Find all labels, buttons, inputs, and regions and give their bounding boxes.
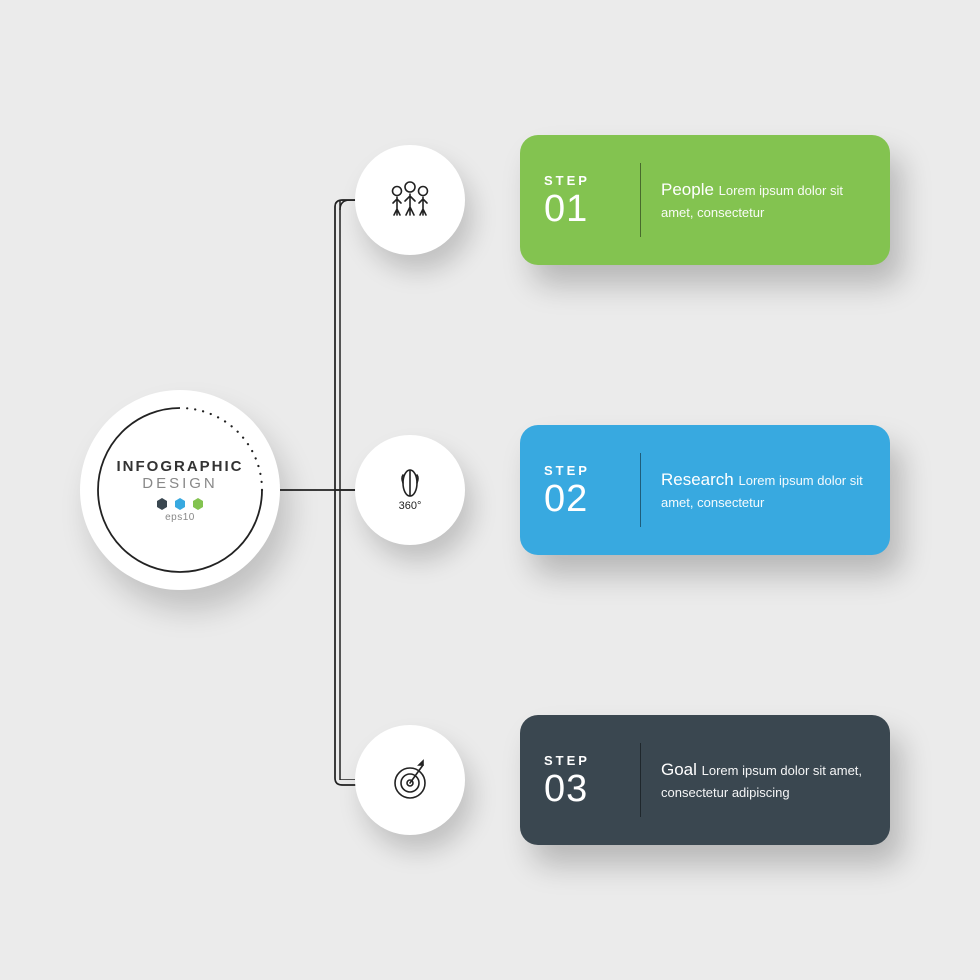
step-num-3: 03	[544, 770, 620, 808]
step-col-2: STEP 02	[544, 463, 620, 518]
icon-circle-3	[355, 725, 465, 835]
hex-dot-1	[156, 498, 168, 510]
main-title-line2: DESIGN	[117, 475, 244, 492]
step-card-3: STEP 03 Goal Lorem ipsum dolor sit amet,…	[520, 715, 890, 845]
svg-text:360°: 360°	[399, 500, 422, 512]
step-label-1: STEP	[544, 173, 620, 188]
icon-circle-1	[355, 145, 465, 255]
card-title-2: Research	[661, 470, 738, 489]
step-num-1: 01	[544, 190, 620, 228]
main-title-line1: INFOGRAPHIC	[117, 458, 244, 475]
card-divider-3	[640, 743, 641, 817]
card-divider-1	[640, 163, 641, 237]
main-subtitle: eps10	[117, 512, 244, 523]
step-label-2: STEP	[544, 463, 620, 478]
hex-dot-2	[174, 498, 186, 510]
step-col-3: STEP 03	[544, 753, 620, 808]
icon-circle-2: 360°	[355, 435, 465, 545]
main-circle-content: INFOGRAPHIC DESIGN eps10	[117, 458, 244, 523]
card-title-1: People	[661, 180, 719, 199]
card-body-1: People Lorem ipsum dolor sit amet, conse…	[661, 177, 866, 224]
color-dots	[117, 498, 244, 510]
step-col-1: STEP 01	[544, 173, 620, 228]
step-card-2: STEP 02 Research Lorem ipsum dolor sit a…	[520, 425, 890, 555]
card-divider-2	[640, 453, 641, 527]
infographic-canvas: INFOGRAPHIC DESIGN eps10 360°	[0, 0, 980, 980]
card-body-3: Goal Lorem ipsum dolor sit amet, consect…	[661, 757, 866, 804]
360-icon: 360°	[383, 463, 437, 517]
step-card-1: STEP 01 People Lorem ipsum dolor sit ame…	[520, 135, 890, 265]
step-label-3: STEP	[544, 753, 620, 768]
target-icon	[383, 753, 437, 807]
step-num-2: 02	[544, 480, 620, 518]
hex-dot-3	[192, 498, 204, 510]
card-body-2: Research Lorem ipsum dolor sit amet, con…	[661, 467, 866, 514]
main-circle: INFOGRAPHIC DESIGN eps10	[80, 390, 280, 590]
card-title-3: Goal	[661, 760, 702, 779]
people-icon	[383, 173, 437, 227]
